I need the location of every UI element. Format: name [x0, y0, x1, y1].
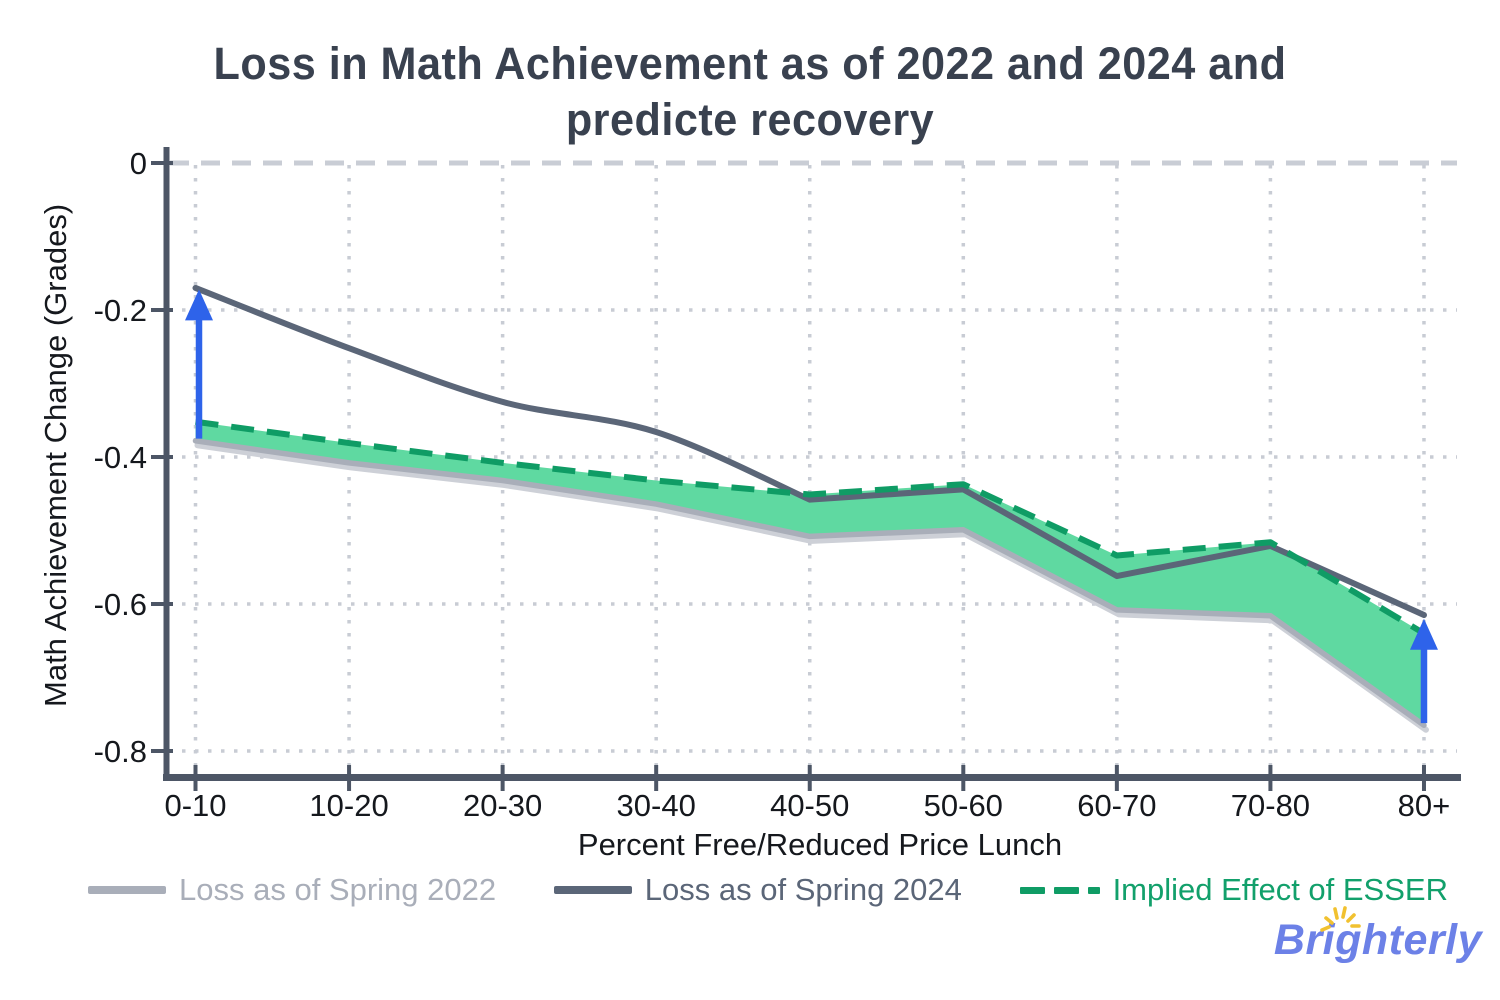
legend: Loss as of Spring 2022 Loss as of Spring…	[88, 872, 1448, 908]
line-2024	[192, 284, 1427, 619]
chart-title-line2: predicte recovery	[565, 94, 935, 145]
y-tick-label--0.2: -0.2	[94, 293, 147, 328]
chart-title: Loss in Math Achievement as of 2022 and …	[30, 36, 1470, 148]
fill-between	[195, 421, 1424, 726]
x-tick-label-70-80: 70-80	[1231, 788, 1310, 823]
series-2022	[192, 438, 1429, 733]
x-tick-label-50-60: 50-60	[924, 788, 1003, 823]
y-tick-label-0: 0	[130, 146, 147, 181]
line-esser-dashed	[195, 418, 1426, 636]
legend-item-2024: Loss as of Spring 2024	[553, 872, 962, 908]
line-2022	[192, 438, 1427, 729]
recovery-arrows	[185, 289, 1438, 724]
y-tick-label--0.4: -0.4	[94, 440, 147, 475]
x-tick-label-0-10: 0-10	[164, 788, 226, 823]
legend-swatch-2024-line	[553, 886, 632, 894]
legend-item-esser: Implied Effect of ESSER	[1019, 872, 1448, 908]
horizontal-gridlines	[169, 160, 1457, 753]
legend-item-2022: Loss as of Spring 2022	[88, 872, 496, 908]
legend-label-esser: Implied Effect of ESSER	[1112, 872, 1448, 907]
line-2022-shadow	[194, 442, 1429, 733]
x-tick-label-60-70: 60-70	[1077, 788, 1156, 823]
legend-label-2022: Loss as of Spring 2022	[179, 872, 497, 907]
axes	[151, 147, 1461, 791]
series-2024	[192, 284, 1427, 619]
legend-swatch-esser-dashed-line	[1019, 886, 1100, 894]
achievement-loss-chart: 0 -0.2 -0.4 -0.6 -0.8 0-10 10-20 20-30 30-40 40-5…	[94, 146, 1461, 823]
y-tick-label--0.8: -0.8	[94, 734, 147, 769]
x-tick-label-30-40: 30-40	[617, 788, 696, 823]
y-tick-label--0.6: -0.6	[94, 587, 147, 622]
arrow-head-0-10	[185, 289, 213, 321]
chart-title-line1: Loss in Math Achievement as of 2022 and …	[213, 38, 1287, 89]
x-tick-label-20-30: 20-30	[463, 788, 542, 823]
legend-swatch-2022-line	[88, 886, 166, 894]
x-tick-label-80+: 80+	[1398, 788, 1451, 823]
series-esser	[195, 418, 1426, 636]
x-tick-label-10-20: 10-20	[309, 788, 388, 823]
brighterly-logo-text: Brighterly	[1273, 916, 1482, 964]
tick-labels: 0 -0.2 -0.4 -0.6 -0.8 0-10 10-20 20-30 30-40 40-5…	[94, 146, 1451, 823]
x-tick-label-40-50: 40-50	[770, 788, 849, 823]
x-axis-title: Percent Free/Reduced Price Lunch	[577, 827, 1063, 862]
sun-icon	[1320, 906, 1361, 932]
legend-label-2024: Loss as of Spring 2024	[644, 872, 962, 907]
brighterly-logo: Brighterly	[1273, 906, 1482, 965]
esser-fill-area	[195, 421, 1424, 726]
arrow-head-80+	[1409, 618, 1438, 650]
y-axis-title: Math Achievement Change (Grades)	[38, 203, 73, 707]
